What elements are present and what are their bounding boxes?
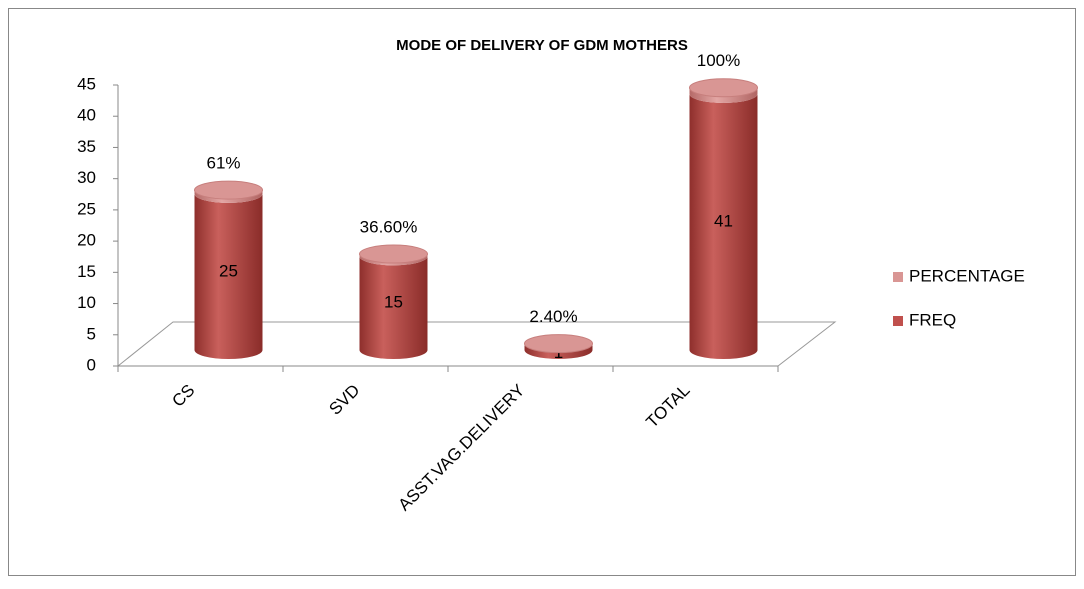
bar-segment xyxy=(689,87,758,103)
bar-cap xyxy=(689,78,758,98)
bar-cap xyxy=(359,244,428,264)
y-tick-label: 30 xyxy=(77,168,96,187)
y-tick-label: 0 xyxy=(87,355,96,374)
data-label: 25 xyxy=(219,261,238,280)
y-tick-label: 25 xyxy=(77,199,96,218)
bar-segment xyxy=(524,343,593,359)
data-label: 15 xyxy=(384,293,403,312)
legend-label: PERCENTAGE xyxy=(909,266,1025,285)
legend-label: FREQ xyxy=(909,310,956,329)
data-label: 41 xyxy=(714,211,733,230)
y-tick-label: 15 xyxy=(77,262,96,281)
bar-segment xyxy=(359,254,428,266)
y-tick-label: 35 xyxy=(77,137,96,156)
y-tick-label: 20 xyxy=(77,231,96,250)
legend-swatch xyxy=(893,316,903,326)
y-tick-label: 5 xyxy=(87,324,96,343)
bar-segment xyxy=(194,193,263,359)
bar-segment xyxy=(689,93,758,359)
bar-cap xyxy=(524,334,593,354)
y-tick-label: 10 xyxy=(77,293,96,312)
legend-swatch xyxy=(893,272,903,282)
data-label: 2.40% xyxy=(529,307,577,326)
data-label: 100% xyxy=(697,51,740,70)
y-tick-label: 45 xyxy=(77,74,96,93)
bar-cap xyxy=(194,180,263,200)
bar-segment xyxy=(194,190,263,203)
bar-segment xyxy=(359,256,428,359)
data-label: 61% xyxy=(206,154,240,173)
chart-title: MODE OF DELIVERY OF GDM MOTHERS xyxy=(396,37,688,54)
y-tick-label: 40 xyxy=(77,106,96,125)
chart-border xyxy=(8,8,1076,576)
data-label: 36.60% xyxy=(360,218,418,237)
